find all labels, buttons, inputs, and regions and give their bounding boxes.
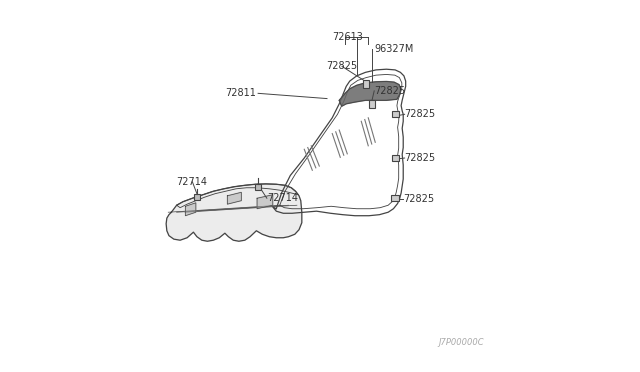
Text: J7P00000C: J7P00000C <box>439 338 484 347</box>
Text: 72825: 72825 <box>404 153 436 163</box>
Text: 72825: 72825 <box>374 86 405 96</box>
Text: 72825: 72825 <box>404 109 436 119</box>
Polygon shape <box>257 195 273 209</box>
Polygon shape <box>369 100 375 108</box>
Polygon shape <box>363 80 369 88</box>
Text: 72825: 72825 <box>326 61 357 71</box>
Polygon shape <box>391 195 399 201</box>
Polygon shape <box>392 155 399 161</box>
Text: 72714: 72714 <box>267 193 298 203</box>
Polygon shape <box>166 184 302 241</box>
Text: 72825: 72825 <box>403 194 435 204</box>
Text: 96327M: 96327M <box>374 44 413 54</box>
Text: 72811: 72811 <box>225 88 257 98</box>
Text: 72714: 72714 <box>177 177 207 187</box>
Polygon shape <box>194 194 200 201</box>
Polygon shape <box>227 192 241 204</box>
Polygon shape <box>392 111 399 118</box>
Polygon shape <box>255 183 261 190</box>
Polygon shape <box>186 203 196 216</box>
Text: 72613: 72613 <box>332 32 363 42</box>
Polygon shape <box>339 81 401 106</box>
